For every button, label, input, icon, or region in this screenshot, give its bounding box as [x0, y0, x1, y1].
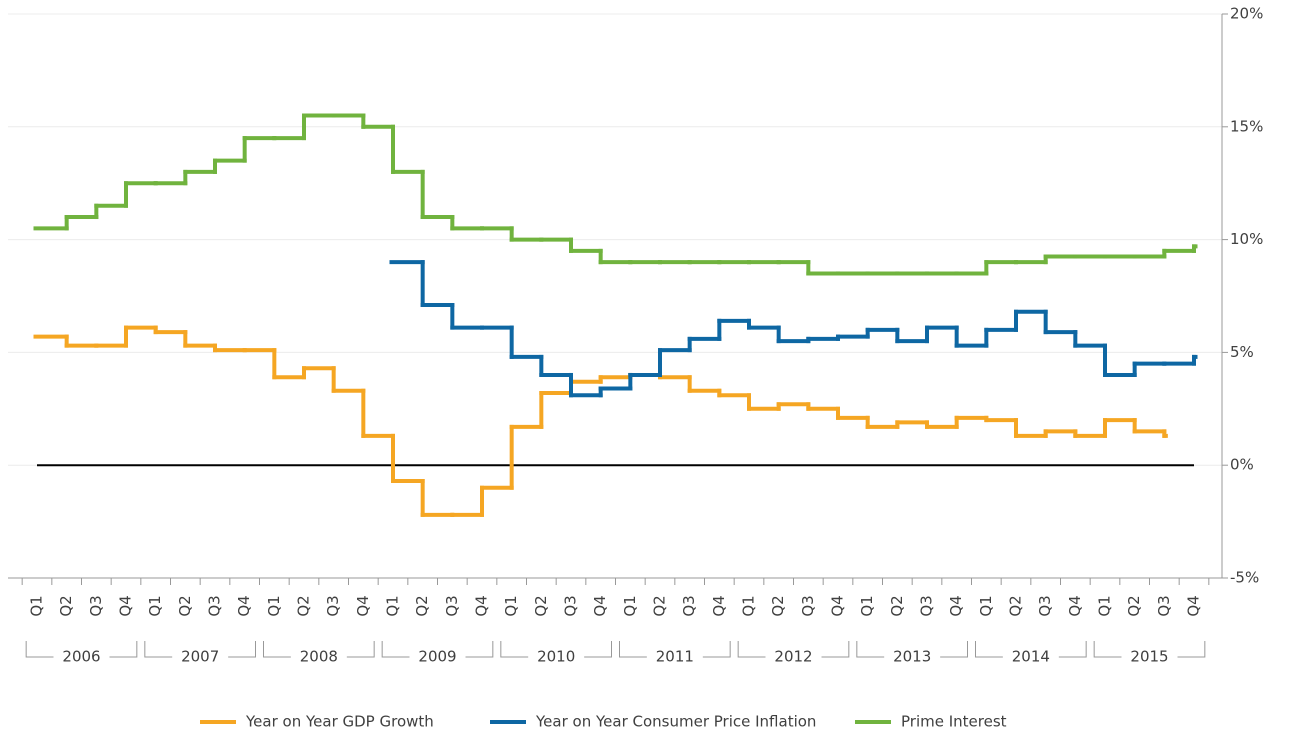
- x-tick-label: Q2: [57, 595, 75, 616]
- legend-label: Year on Year GDP Growth: [245, 713, 434, 731]
- x-tick-label: Q4: [354, 595, 372, 616]
- y-tick-label: 20%: [1230, 5, 1263, 23]
- group-bracket: [856, 641, 968, 658]
- x-tick-label: Q2: [888, 595, 906, 616]
- x-tick-label: Q4: [235, 595, 253, 616]
- group-bracket: [619, 641, 731, 658]
- y-tick-label: 0%: [1230, 456, 1254, 474]
- x-tick-label: Q2: [413, 595, 431, 616]
- series-line: [389, 260, 1198, 398]
- x-tick-label: Q3: [562, 595, 580, 616]
- group-bracket: [381, 641, 494, 658]
- x-tick-label: Q1: [977, 595, 995, 616]
- x-tick-label: Q2: [651, 595, 669, 616]
- x-tick-label: Q1: [1096, 595, 1114, 616]
- x-tick-label: Q1: [384, 595, 402, 616]
- x-tick-label: Q2: [176, 595, 194, 616]
- x-tick-label: Q2: [769, 595, 787, 616]
- group-label: 2013: [893, 648, 931, 666]
- x-tick-label: Q4: [591, 595, 609, 616]
- x-tick-label: Q1: [502, 595, 520, 616]
- x-tick-label: Q1: [265, 595, 283, 616]
- group-bracket: [500, 641, 612, 658]
- y-tick-label: 5%: [1230, 343, 1254, 361]
- group-label: 2007: [181, 648, 219, 666]
- group-label: 2015: [1130, 648, 1168, 666]
- x-tick-label: Q4: [829, 595, 847, 616]
- group-label: 2012: [774, 648, 812, 666]
- x-tick-label: Q3: [87, 595, 105, 616]
- x-tick-label: Q4: [1066, 595, 1084, 616]
- y-tick-label: -5%: [1230, 569, 1259, 587]
- series-line: [33, 113, 1198, 276]
- group-bracket: [144, 641, 256, 658]
- x-tick-label: Q1: [858, 595, 876, 616]
- group-bracket: [975, 641, 1087, 658]
- x-tick-label: Q4: [1185, 595, 1203, 616]
- x-tick-label: Q4: [947, 595, 965, 616]
- x-tick-label: Q2: [532, 595, 550, 616]
- x-tick-label: Q4: [710, 595, 728, 616]
- y-tick-label: 15%: [1230, 117, 1263, 135]
- group-label: 2010: [537, 648, 575, 666]
- group-bracket: [25, 641, 138, 658]
- x-tick-label: Q1: [621, 595, 639, 616]
- x-tick-label: Q4: [473, 595, 491, 616]
- x-tick-label: Q2: [1125, 595, 1143, 616]
- group-label: 2008: [300, 648, 338, 666]
- x-tick-label: Q3: [918, 595, 936, 616]
- x-tick-label: Q3: [324, 595, 342, 616]
- y-tick-label: 10%: [1230, 230, 1263, 248]
- legend-label: Prime Interest: [901, 713, 1007, 731]
- x-tick-label: Q3: [680, 595, 698, 616]
- x-tick-label: Q3: [1155, 595, 1173, 616]
- group-label: 2009: [418, 648, 456, 666]
- x-tick-label: Q4: [117, 595, 135, 616]
- x-tick-label: Q3: [206, 595, 224, 616]
- group-label: 2011: [656, 648, 694, 666]
- group-label: 2006: [62, 648, 100, 666]
- x-tick-label: Q2: [1007, 595, 1025, 616]
- series-line: [33, 325, 1168, 517]
- legend-label: Year on Year Consumer Price Inflation: [535, 713, 816, 731]
- x-tick-label: Q3: [1036, 595, 1054, 616]
- x-tick-label: Q2: [295, 595, 313, 616]
- x-tick-label: Q1: [740, 595, 758, 616]
- x-tick-label: Q1: [28, 595, 46, 616]
- x-tick-label: Q1: [146, 595, 164, 616]
- group-bracket: [263, 641, 375, 658]
- group-bracket: [737, 641, 850, 658]
- x-tick-label: Q3: [443, 595, 461, 616]
- x-tick-label: Q3: [799, 595, 817, 616]
- group-label: 2014: [1012, 648, 1050, 666]
- group-bracket: [1093, 641, 1206, 658]
